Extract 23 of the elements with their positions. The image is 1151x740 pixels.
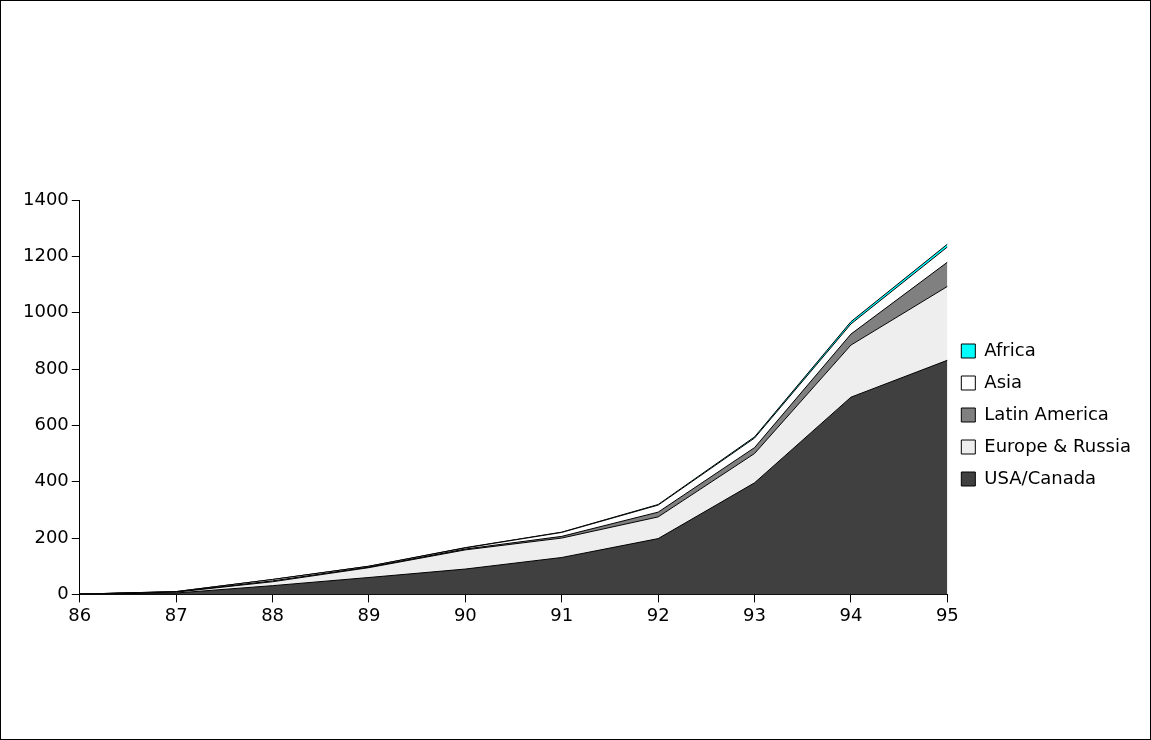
x-tick-label: 94 [839,603,863,625]
y-tick-label: 800 [34,356,69,378]
x-tick-label: 95 [935,603,959,625]
x-tick-label: 89 [357,603,381,625]
y-tick-label: 1200 [23,244,69,266]
x-tick-label: 93 [743,603,766,625]
x-tick-label: 86 [68,603,92,625]
y-tick-label: 0 [57,582,69,604]
y-tick-label: 1000 [23,300,69,322]
y-tick-label: 400 [34,469,69,491]
legend-label: Latin America [984,402,1109,424]
legend-label: Asia [984,370,1023,392]
x-tick-label: 87 [164,603,188,625]
y-tick-label: 200 [34,525,69,547]
legend-label: Africa [984,338,1036,360]
y-tick-label: 1400 [23,187,69,209]
x-tick-label: 92 [646,603,670,625]
x-tick-label: 88 [261,603,285,625]
y-tick-label: 600 [34,413,69,435]
legend-label: Europe & Russia [984,434,1131,456]
x-tick-label: 90 [453,603,477,625]
legend-label: USA/Canada [984,466,1097,488]
x-tick-label: 91 [550,603,574,625]
